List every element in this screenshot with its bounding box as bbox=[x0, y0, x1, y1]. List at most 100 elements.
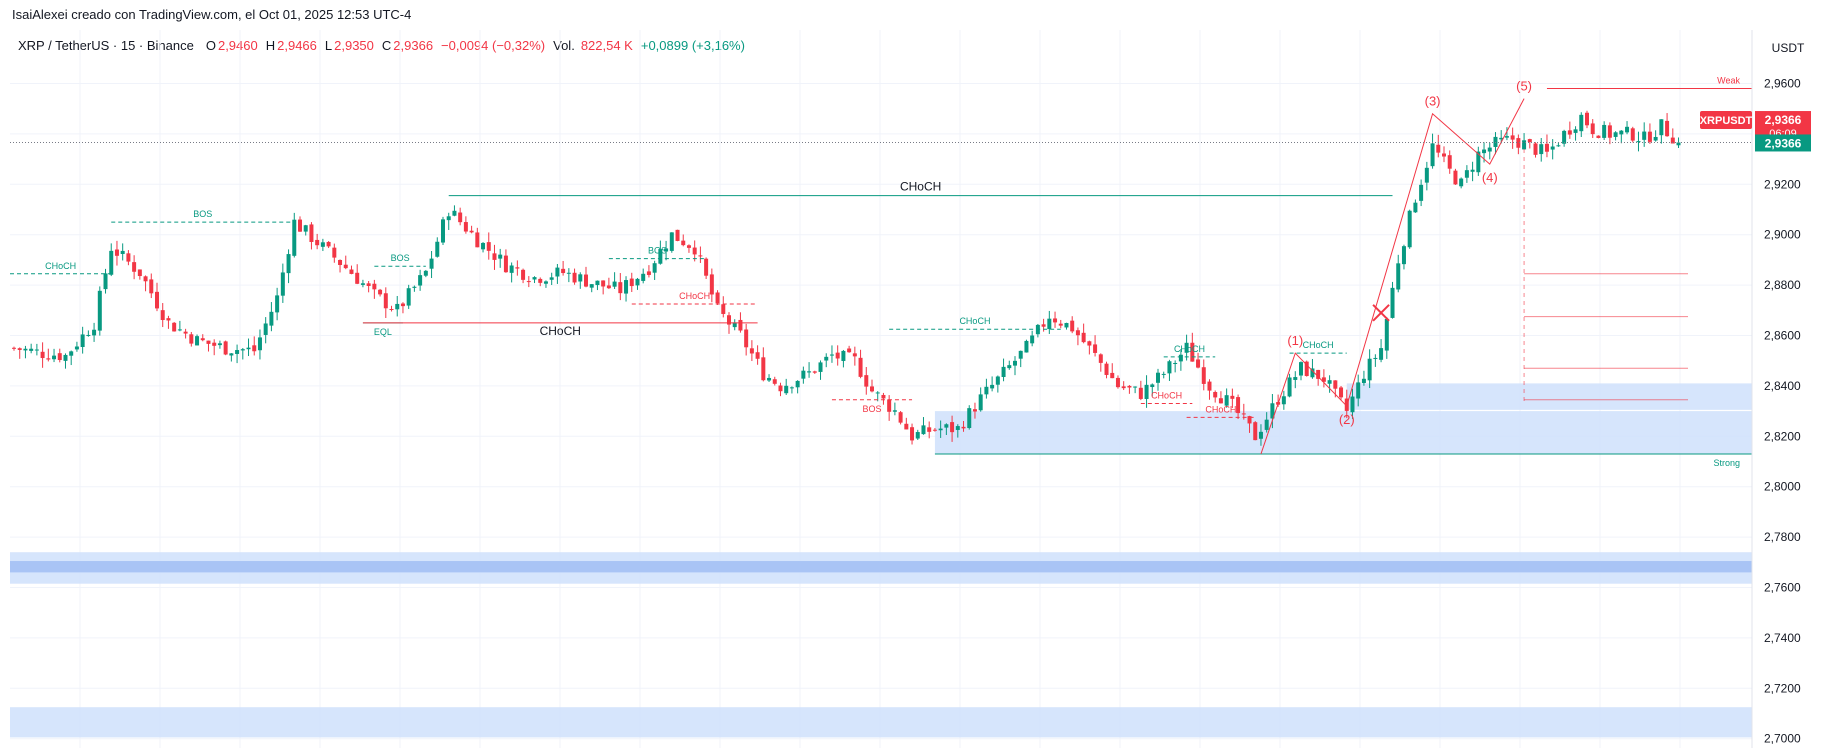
candle-body bbox=[1556, 145, 1561, 147]
candle-body bbox=[641, 273, 646, 281]
candle-body bbox=[1207, 381, 1212, 391]
candle-body bbox=[114, 249, 119, 256]
candle-body bbox=[892, 410, 897, 412]
last-price-tag bbox=[1755, 134, 1811, 152]
candle-body bbox=[727, 315, 731, 325]
candle-body bbox=[566, 272, 571, 274]
candle-body bbox=[1133, 386, 1138, 388]
candle-body bbox=[1373, 357, 1378, 359]
candle-body bbox=[1058, 323, 1063, 326]
candle-body bbox=[829, 354, 834, 356]
candle-body bbox=[1213, 392, 1218, 398]
candle-body bbox=[841, 350, 846, 361]
candle-body bbox=[1636, 141, 1641, 143]
y-tick-label: 2,8800 bbox=[1764, 278, 1801, 292]
candle-body bbox=[463, 222, 468, 232]
candle-body bbox=[1190, 342, 1195, 362]
candle-body bbox=[961, 426, 966, 429]
candle-body bbox=[1327, 380, 1332, 384]
candle-body bbox=[149, 279, 154, 294]
symbol-title[interactable]: XRP / TetherUS · 15 · Binance bbox=[18, 38, 194, 53]
candle-body bbox=[1442, 153, 1446, 157]
candle-body bbox=[606, 285, 611, 289]
candle-body bbox=[932, 429, 937, 431]
candle-body bbox=[858, 357, 863, 377]
candle-body bbox=[1007, 365, 1012, 369]
candle-body bbox=[1504, 136, 1509, 138]
candle-body bbox=[252, 345, 257, 352]
candle-body bbox=[1401, 246, 1406, 265]
candle-body bbox=[955, 426, 960, 430]
candle-body bbox=[280, 272, 285, 296]
candle-body bbox=[349, 269, 354, 274]
candle-body bbox=[915, 432, 920, 439]
candle-body bbox=[1613, 132, 1618, 137]
wave-label: (4) bbox=[1482, 170, 1498, 185]
candle-body bbox=[1659, 119, 1664, 136]
candle-body bbox=[904, 423, 909, 430]
candle-body bbox=[538, 278, 543, 283]
candle-body bbox=[898, 412, 903, 423]
candle-body bbox=[355, 272, 360, 284]
candle-body bbox=[1413, 202, 1418, 213]
candle-body bbox=[1144, 384, 1149, 399]
structure-label: EQL bbox=[374, 327, 392, 337]
candle-body bbox=[206, 340, 211, 344]
candle-body bbox=[1533, 143, 1538, 155]
candle-body bbox=[12, 347, 16, 349]
candle-body bbox=[166, 318, 171, 321]
candle-body bbox=[183, 331, 188, 334]
structure-label: BOS bbox=[648, 246, 667, 256]
price-tag-value: 2,9366 bbox=[1765, 113, 1802, 127]
candle-body bbox=[910, 427, 915, 441]
candle-body bbox=[1430, 143, 1435, 167]
candle-body bbox=[995, 376, 1000, 385]
candle-body bbox=[1459, 178, 1464, 187]
candle-body bbox=[698, 255, 703, 257]
candle-body bbox=[1104, 363, 1109, 375]
candle-body bbox=[938, 428, 943, 431]
candle-body bbox=[635, 278, 640, 286]
candle-body bbox=[927, 427, 932, 432]
candle-body bbox=[646, 271, 651, 275]
candle-body bbox=[721, 304, 726, 314]
structure-label: CHoCH bbox=[1303, 340, 1334, 350]
candle-body bbox=[298, 219, 302, 232]
extra-change-value: +0,0899 (+3,16%) bbox=[640, 38, 745, 53]
candle-body bbox=[1419, 184, 1424, 201]
candle-body bbox=[967, 408, 972, 429]
candle-body bbox=[944, 424, 949, 428]
candle-body bbox=[1184, 342, 1189, 353]
candle-body bbox=[103, 273, 108, 290]
candle-body bbox=[835, 352, 840, 359]
y-tick-label: 2,9600 bbox=[1764, 77, 1801, 91]
structure-label: Weak bbox=[1717, 76, 1740, 86]
candle-body bbox=[749, 348, 754, 354]
candle-body bbox=[852, 353, 857, 357]
candle-body bbox=[400, 303, 405, 307]
candle-body bbox=[1482, 149, 1487, 154]
structure-label: CHoCH bbox=[900, 180, 941, 194]
candle-body bbox=[360, 283, 365, 285]
elliott-wave-path bbox=[1260, 98, 1525, 455]
candle-body bbox=[526, 281, 531, 283]
candle-body bbox=[686, 245, 691, 248]
candle-body bbox=[57, 353, 62, 361]
candle-body bbox=[1487, 147, 1492, 152]
demand-zone bbox=[1346, 383, 1752, 410]
candle-body bbox=[795, 380, 800, 388]
y-tick-label: 2,7400 bbox=[1764, 631, 1801, 645]
candle-body bbox=[1150, 384, 1155, 388]
candle-body bbox=[137, 269, 142, 277]
candle-body bbox=[1567, 130, 1572, 135]
candle-body bbox=[217, 343, 222, 346]
currency-label: USDT bbox=[1772, 41, 1805, 55]
candle-body bbox=[1384, 318, 1389, 351]
candle-body bbox=[1544, 143, 1549, 152]
candle-body bbox=[126, 253, 131, 262]
candle-body bbox=[412, 286, 417, 288]
low-value: 2,9350 bbox=[334, 38, 374, 53]
candle-body bbox=[812, 371, 817, 373]
candle-body bbox=[458, 212, 463, 223]
